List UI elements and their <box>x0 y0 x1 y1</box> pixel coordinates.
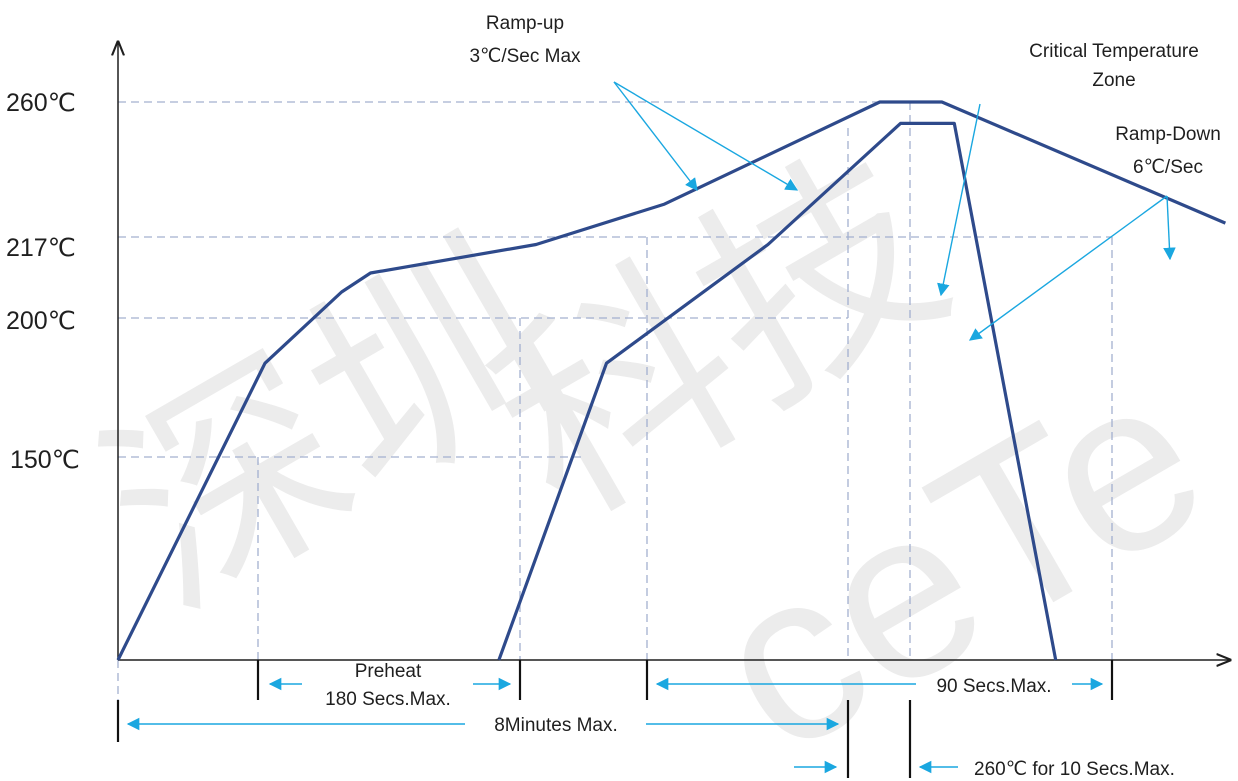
eight-min-label: 8Minutes Max. <box>494 715 618 736</box>
critical-zone-label-1: Critical Temperature <box>1029 41 1199 62</box>
y-tick-labels: 260℃ 217℃ 200℃ 150℃ <box>6 89 80 474</box>
ninety-secs-label: 90 Secs.Max. <box>936 676 1051 697</box>
ramp-up-label: Ramp-up <box>486 13 564 34</box>
profile-curve-2 <box>497 121 1058 661</box>
arrow-rampup-2 <box>613 81 799 191</box>
series-layer <box>116 100 1227 661</box>
y-tick-200: 200℃ <box>6 307 76 335</box>
arrow-rampdown-1 <box>968 195 1168 341</box>
preheat-label: Preheat <box>355 661 422 682</box>
ramp-down-label: Ramp-Down <box>1115 124 1221 145</box>
y-tick-260: 260℃ <box>6 89 76 117</box>
arrow-critical <box>937 103 981 297</box>
ramp-up-rate: 3℃/Sec Max <box>469 46 581 67</box>
annotations: Ramp-up 3℃/Sec Max Critical Temperature … <box>325 13 1221 780</box>
gridlines <box>117 101 1113 700</box>
ramp-down-rate: 6℃/Sec <box>1133 157 1203 178</box>
arrow-rampup-1 <box>613 81 698 191</box>
axes <box>118 42 1230 660</box>
profile-curve-1 <box>116 100 1227 661</box>
preheat-duration: 180 Secs.Max. <box>325 689 451 710</box>
annotation-arrows <box>126 81 1176 774</box>
y-tick-150: 150℃ <box>10 446 80 474</box>
arrow-rampdown-2 <box>1163 195 1176 261</box>
y-tick-217: 217℃ <box>6 234 76 262</box>
critical-zone-label-2: Zone <box>1092 70 1135 91</box>
peak-time-label: 260℃ for 10 Secs.Max. <box>974 759 1175 780</box>
time-brackets <box>116 660 1114 778</box>
